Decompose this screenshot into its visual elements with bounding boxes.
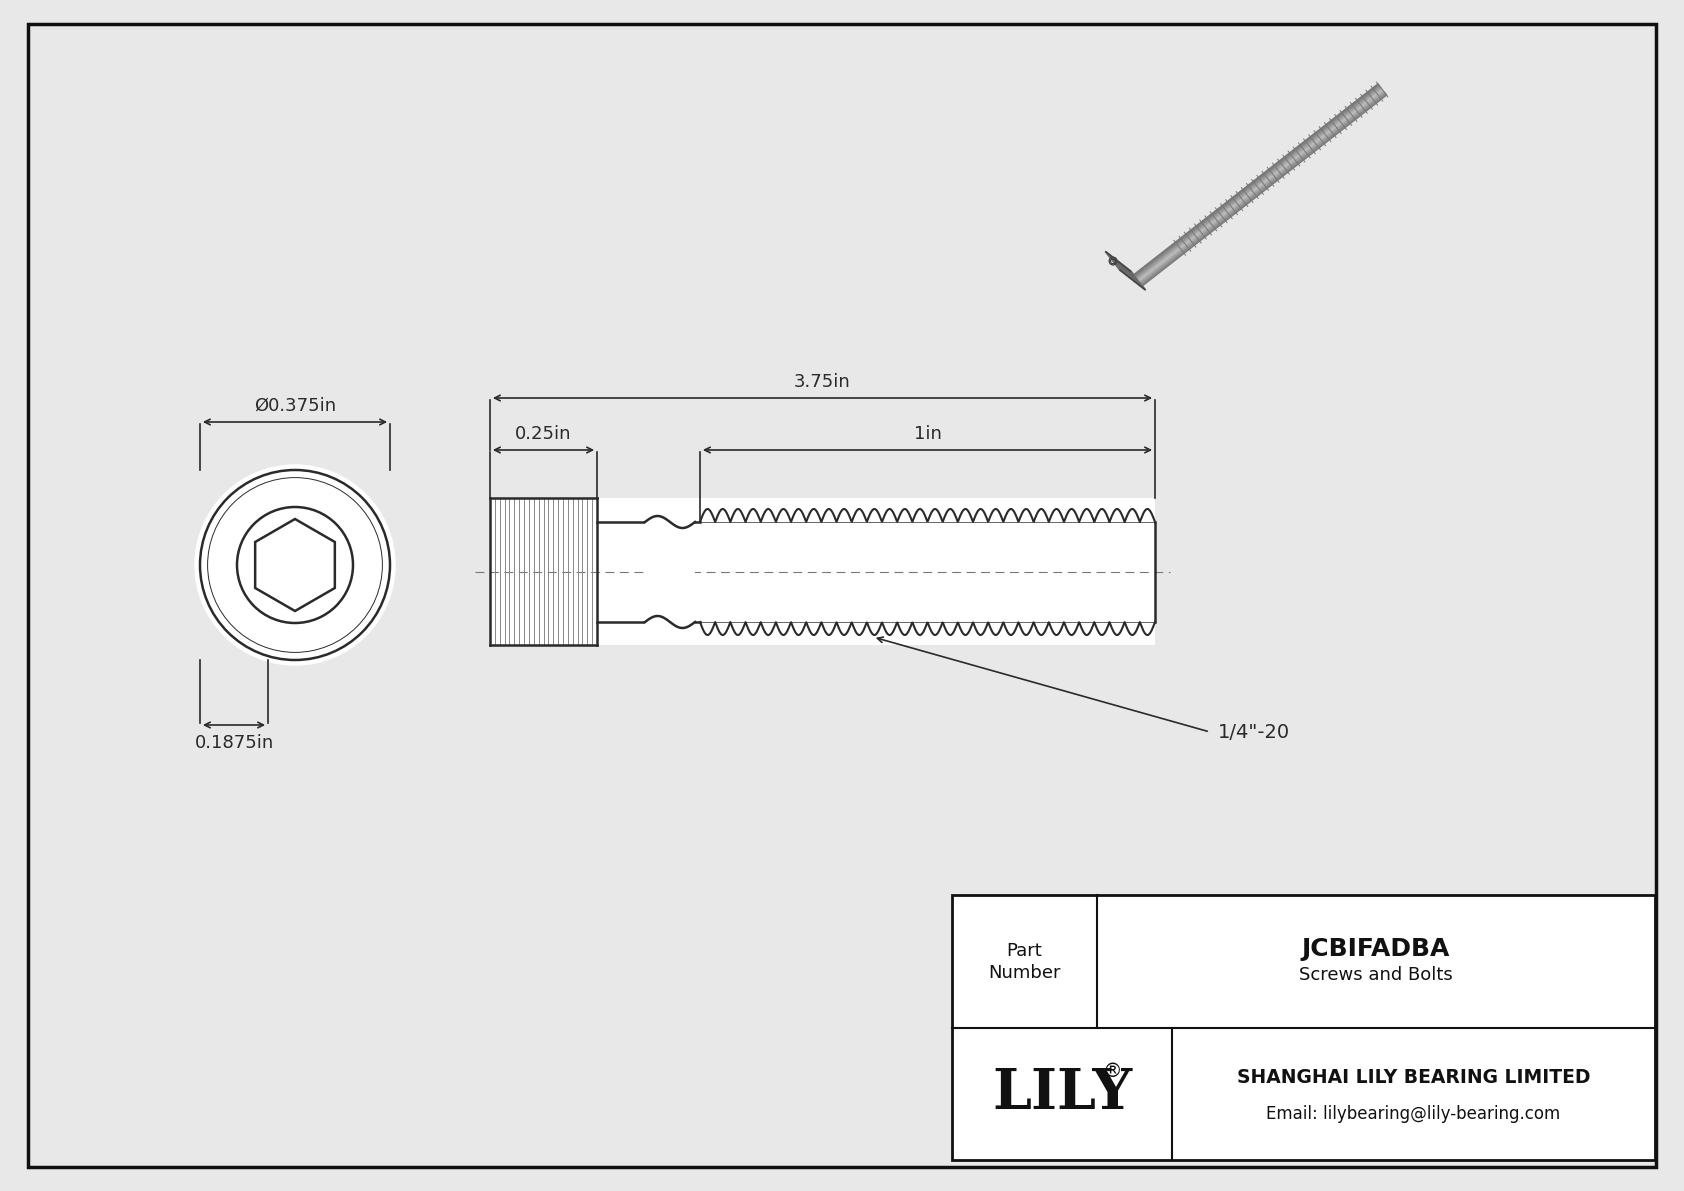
Bar — [951, 894, 1655, 1160]
Text: Number: Number — [989, 965, 1061, 983]
Text: JCBIFADBA: JCBIFADBA — [1302, 937, 1450, 961]
Text: 0.25in: 0.25in — [515, 425, 573, 443]
Text: 3.75in: 3.75in — [795, 373, 850, 391]
Text: LILY: LILY — [992, 1066, 1132, 1121]
Bar — [490, 498, 1155, 646]
Bar — [645, 512, 695, 632]
Bar — [490, 498, 598, 646]
Text: Screws and Bolts: Screws and Bolts — [1298, 966, 1453, 984]
Text: Ø0.375in: Ø0.375in — [254, 397, 337, 414]
Bar — [951, 894, 1655, 1160]
Circle shape — [195, 464, 396, 665]
Text: 1/4"-20: 1/4"-20 — [1218, 723, 1290, 742]
Text: Part: Part — [1007, 942, 1042, 960]
Text: SHANGHAI LILY BEARING LIMITED: SHANGHAI LILY BEARING LIMITED — [1236, 1068, 1590, 1087]
Text: 1in: 1in — [913, 425, 941, 443]
Text: ®: ® — [1103, 1062, 1122, 1081]
Text: 0.1875in: 0.1875in — [194, 734, 273, 752]
Text: Email: lilybearing@lily-bearing.com: Email: lilybearing@lily-bearing.com — [1266, 1104, 1561, 1123]
